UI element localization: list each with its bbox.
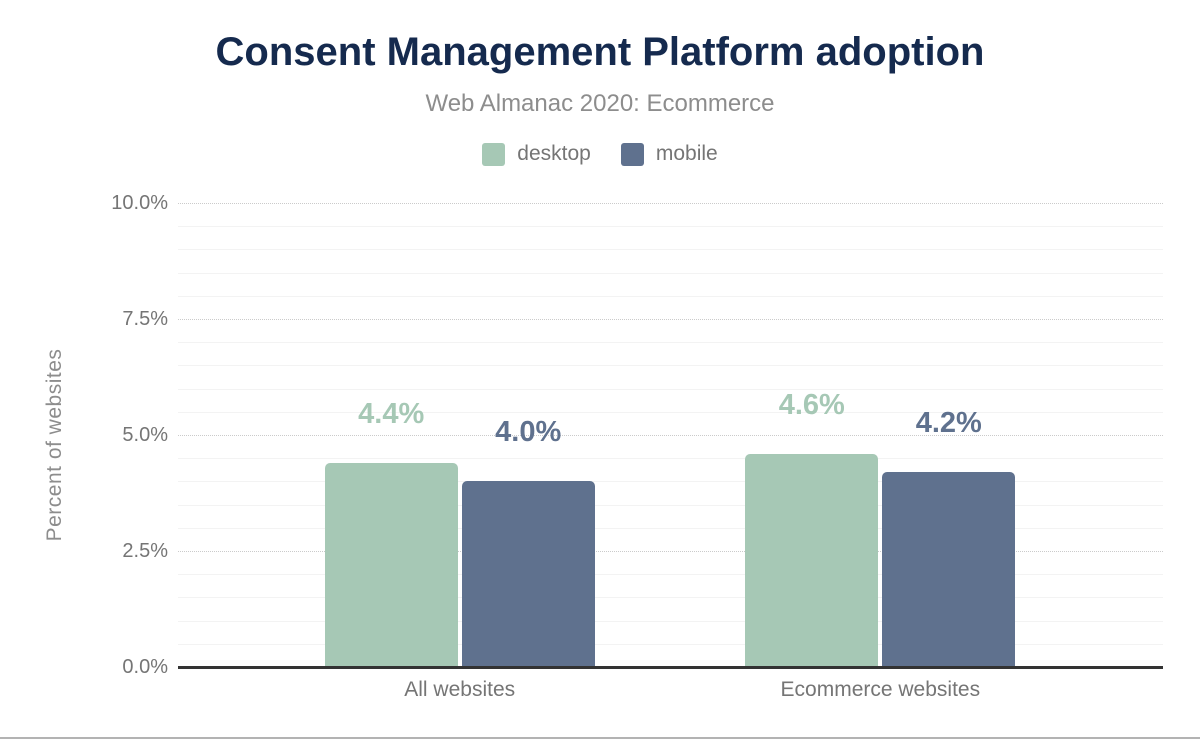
chart-subtitle: Web Almanac 2020: Ecommerce <box>425 90 775 117</box>
bar-mobile-ecommerce-websites <box>882 472 1016 667</box>
y-tick-label-2-5-: 2.5% <box>122 540 168 562</box>
legend-label-mobile: mobile <box>655 142 718 165</box>
y-axis-title: Percent of websites <box>43 348 66 542</box>
bar-value-label-mobile-all-websites: 4.0% <box>495 416 562 449</box>
bottom-border-line <box>0 737 1200 739</box>
minor-gridline-4.5 <box>178 458 1163 460</box>
major-gridline-7.5 <box>178 319 1163 320</box>
bar-desktop-ecommerce-websites <box>745 453 879 667</box>
legend-label-desktop: desktop <box>517 142 591 165</box>
x-axis-label-all-websites: All websites <box>404 678 516 701</box>
x-axis-label-ecommerce-websites: Ecommerce websites <box>780 678 981 701</box>
legend-swatch-icon-desktop <box>482 142 506 166</box>
y-tick-label-0-0-: 0.0% <box>122 656 168 678</box>
chart-title: Consent Management Platform adoption <box>215 30 985 74</box>
legend-item-mobile: mobile <box>620 142 718 166</box>
plot-area: 4.4% 4.0% 4.6% 4.2% <box>178 203 1163 669</box>
minor-gridline-2 <box>178 574 1163 576</box>
minor-gridline-5.5 <box>178 411 1163 413</box>
minor-gridline-3 <box>178 527 1163 529</box>
minor-gridline-6 <box>178 388 1163 390</box>
bar-value-label-desktop-ecommerce-websites: 4.6% <box>778 388 845 421</box>
minor-gridline-9 <box>178 249 1163 251</box>
major-gridline-2.5 <box>178 551 1163 552</box>
legend-item-desktop: desktop <box>482 142 591 166</box>
minor-gridline-3.5 <box>178 504 1163 506</box>
minor-gridline-0.5 <box>178 643 1163 645</box>
bar-value-label-desktop-all-websites: 4.4% <box>358 397 425 430</box>
major-gridline-10 <box>178 203 1163 204</box>
minor-gridline-4 <box>178 481 1163 483</box>
legend: desktop mobile <box>0 142 1200 166</box>
major-gridline-5 <box>178 435 1163 436</box>
minor-gridline-6.5 <box>178 365 1163 367</box>
x-axis-line <box>178 666 1163 669</box>
y-tick-label-5-0-: 5.0% <box>122 424 168 446</box>
minor-gridline-1 <box>178 620 1163 622</box>
minor-gridline-7 <box>178 342 1163 344</box>
legend-swatch-icon-mobile <box>620 142 644 166</box>
minor-gridline-9.5 <box>178 226 1163 228</box>
y-tick-label-10-0-: 10.0% <box>111 192 168 214</box>
minor-gridline-1.5 <box>178 597 1163 599</box>
bar-desktop-all-websites <box>324 462 458 667</box>
minor-gridline-8 <box>178 295 1163 297</box>
bar-mobile-all-websites <box>461 481 595 667</box>
y-tick-label-7-5-: 7.5% <box>122 308 168 330</box>
minor-gridline-8.5 <box>178 272 1163 274</box>
bar-value-label-mobile-ecommerce-websites: 4.2% <box>915 407 982 440</box>
